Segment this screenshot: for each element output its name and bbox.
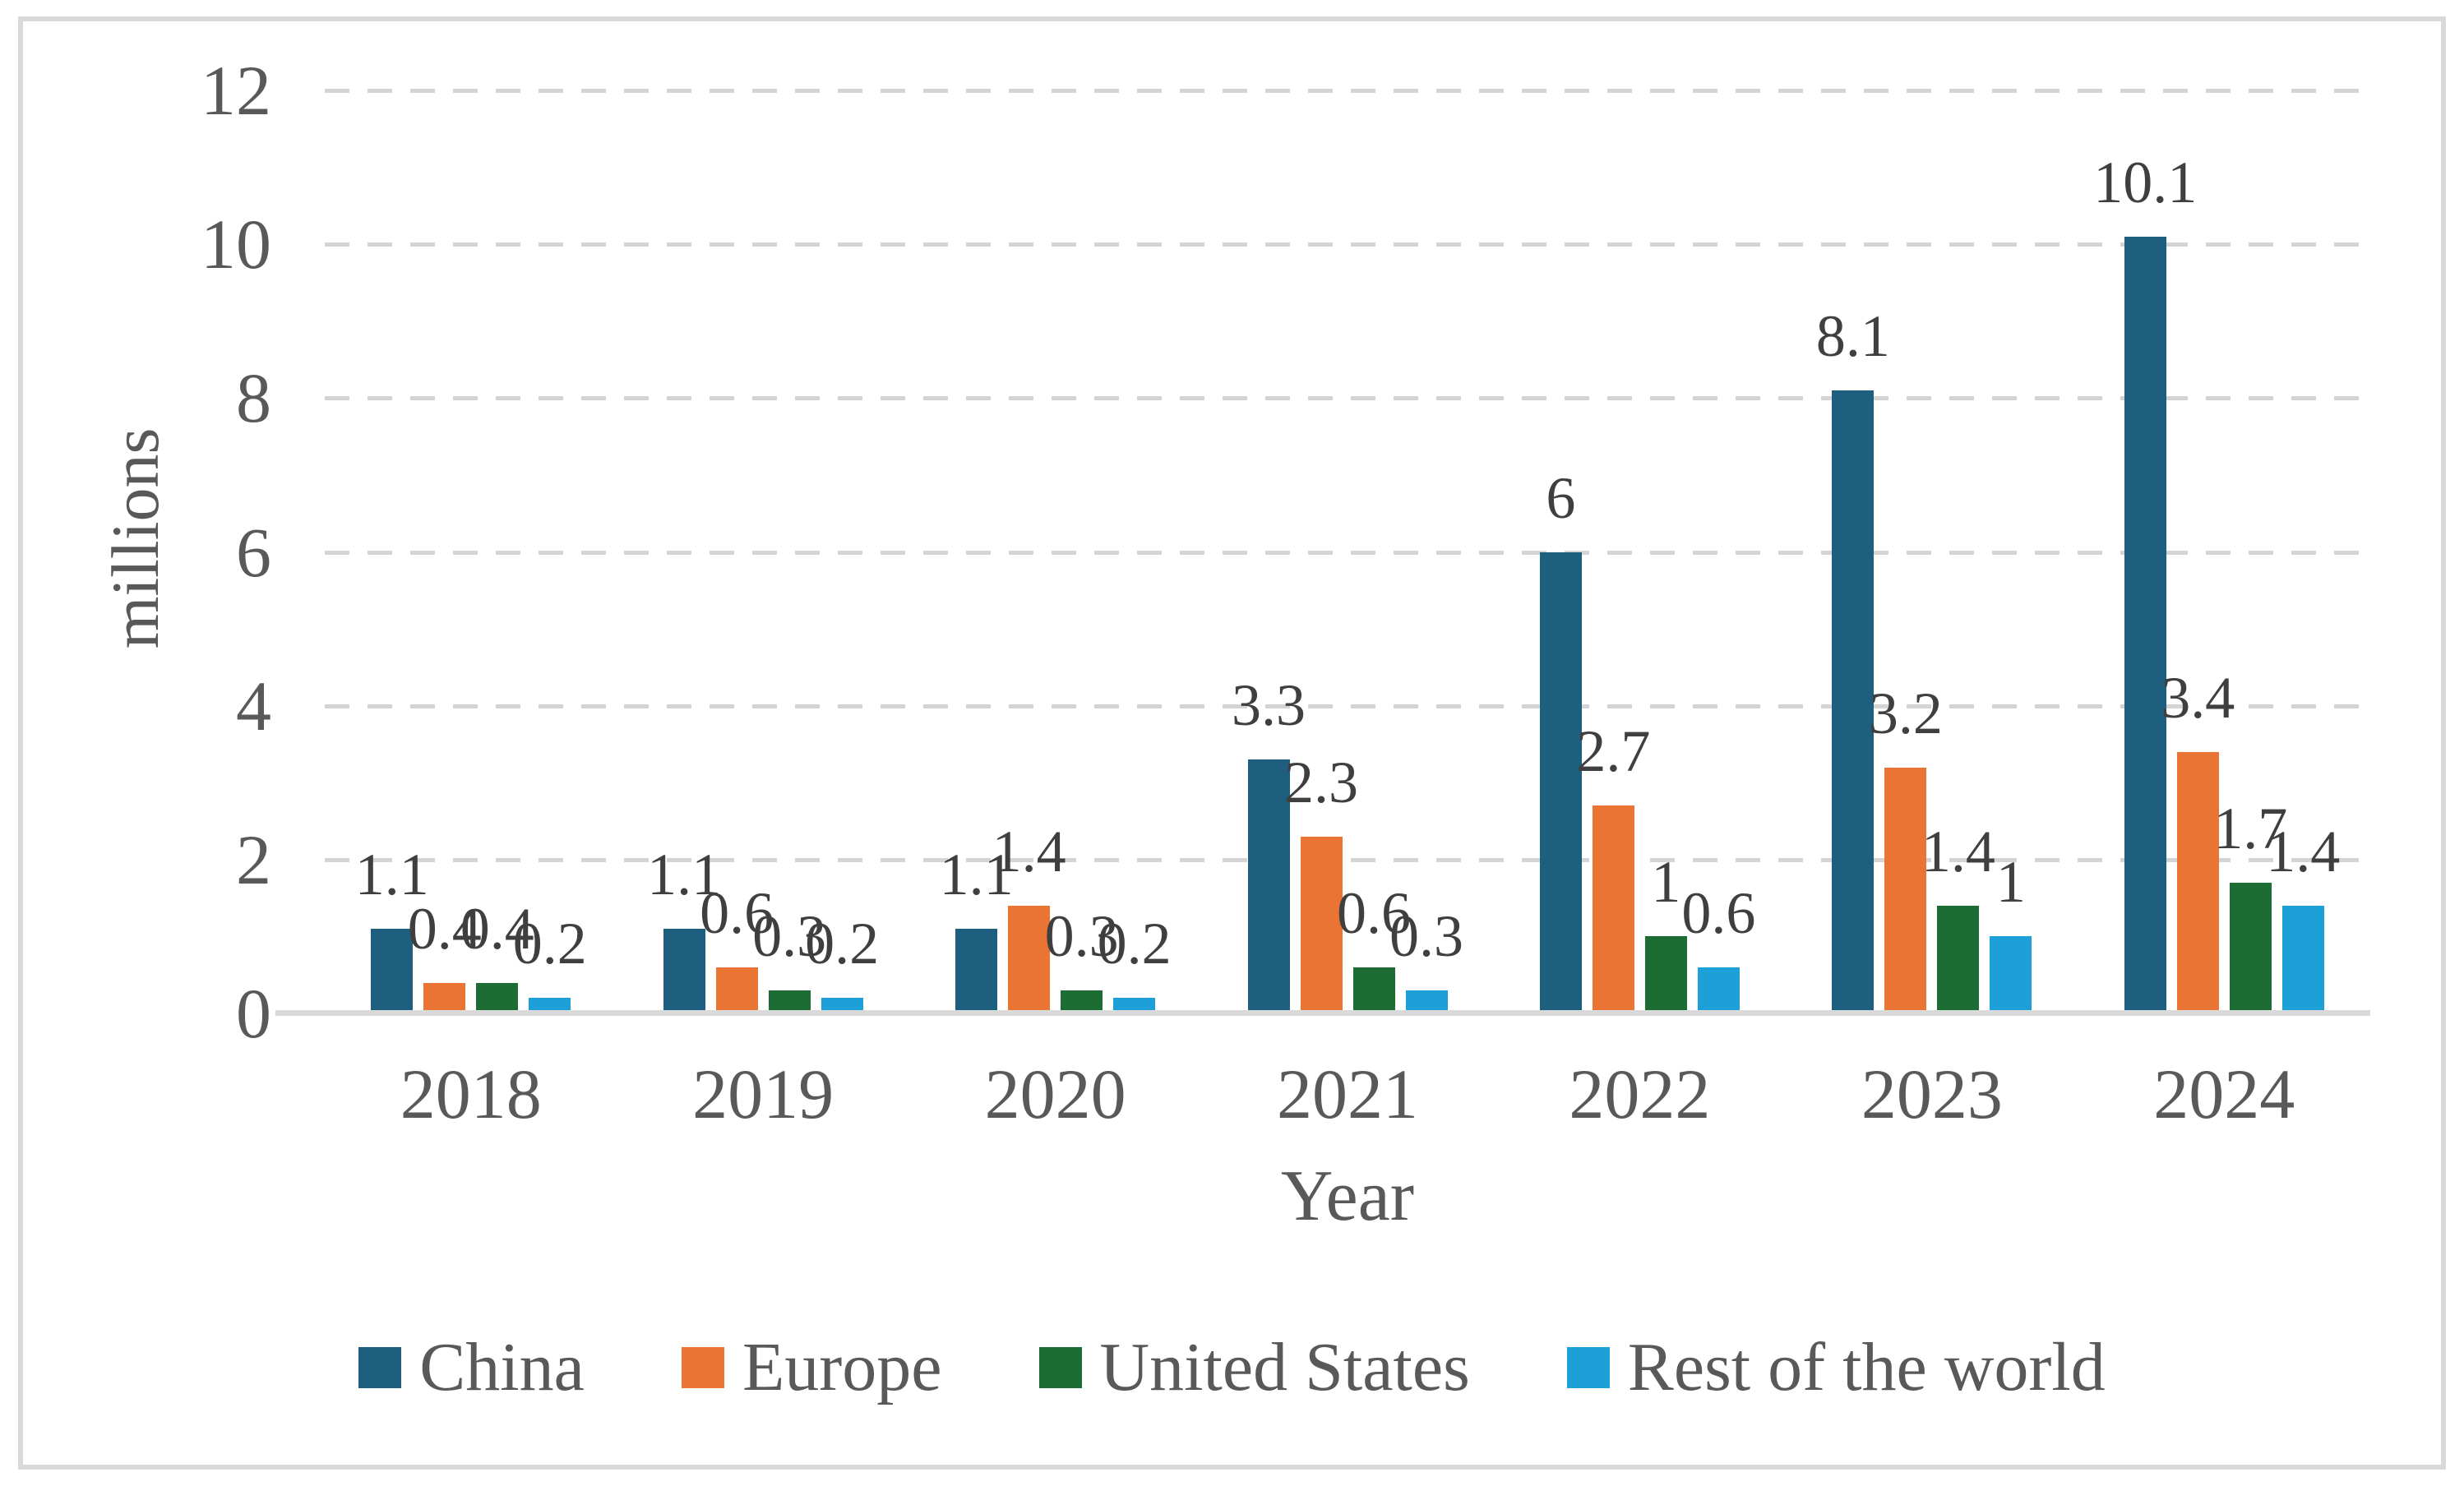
bar-united-states-2022	[1644, 936, 1687, 1013]
bar-rest-of-the-world-2018	[529, 998, 571, 1013]
plot-area: 1.1 1.1 1.1 3.3 6 8.1 10.1 0.4 0.6 1.4 2.3 2.7 3.2 3.…	[325, 89, 2370, 1013]
legend-item-europe: Europe	[681, 1329, 942, 1405]
y-tick-label-2: 2	[236, 819, 271, 899]
bar-china-2022	[1539, 551, 1582, 1013]
data-label-rest-of-the-world-2024: 1.4	[2266, 818, 2341, 884]
legend-swatch-united-states	[1038, 1347, 1082, 1388]
legend-swatch-china	[358, 1347, 402, 1388]
y-tick-label-6: 6	[236, 512, 271, 592]
data-label-rest-of-the-world-2023: 1	[1995, 849, 2026, 916]
data-label-united-states-2019: 0.3	[752, 902, 827, 969]
bar-united-states-2020	[1061, 990, 1103, 1013]
bar-united-states-2018	[476, 982, 519, 1013]
legend-swatch-europe	[681, 1347, 724, 1388]
legend-label-china: China	[419, 1329, 585, 1405]
x-axis-line	[275, 1010, 2370, 1016]
x-axis-title: Year	[1280, 1156, 1415, 1236]
data-label-united-states-2022: 1	[1651, 849, 1681, 916]
y-tick-label-8: 8	[236, 358, 271, 438]
bar-rest-of-the-world-2020	[1113, 998, 1156, 1013]
data-label-united-states-2023: 1.4	[1921, 818, 1995, 884]
data-label-china-2021: 3.3	[1232, 672, 1306, 739]
data-label-rest-of-the-world-2019: 0.2	[805, 911, 880, 977]
data-label-united-states-2021: 0.6	[1337, 879, 1411, 946]
x-tick-label-2023: 2023	[1861, 1055, 2003, 1133]
legend-swatch-rest-of-the-world	[1566, 1347, 1610, 1388]
bar-united-states-2023	[1937, 905, 1980, 1013]
x-tick-label-2020: 2020	[984, 1055, 1126, 1133]
legend-label-europe: Europe	[742, 1329, 942, 1405]
bar-rest-of-the-world-2022	[1697, 967, 1740, 1013]
gridline-y-10	[325, 242, 2370, 247]
figure-border	[18, 16, 2446, 1470]
x-tick-label-2022: 2022	[1569, 1055, 1711, 1133]
bar-europe-2023	[1884, 767, 1927, 1013]
data-label-united-states-2020: 0.3	[1044, 902, 1119, 969]
data-label-united-states-2024: 1.7	[2213, 795, 2288, 861]
y-tick-label-12: 12	[201, 51, 271, 130]
bar-china-2018	[371, 929, 414, 1013]
x-tick-label-2024: 2024	[2153, 1055, 2295, 1133]
bar-europe-2018	[423, 982, 466, 1013]
legend-label-rest-of-the-world: Rest of the world	[1627, 1329, 2106, 1405]
data-label-europe-2021: 2.3	[1284, 749, 1358, 815]
data-label-europe-2018: 0.4	[407, 895, 482, 962]
bar-europe-2019	[715, 967, 758, 1013]
data-label-europe-2020: 1.4	[992, 818, 1066, 884]
x-tick-label-2019: 2019	[692, 1055, 834, 1133]
legend-label-united-states: United States	[1099, 1329, 1470, 1405]
bar-rest-of-the-world-2024	[2281, 905, 2324, 1013]
bar-europe-2024	[2176, 751, 2219, 1013]
data-label-china-2024: 10.1	[2093, 149, 2198, 215]
data-label-china-2018: 1.1	[354, 842, 429, 908]
legend: China Europe United States Rest of the w…	[0, 1333, 2464, 1402]
y-tick-label-4: 4	[236, 666, 271, 745]
legend-item-united-states: United States	[1038, 1329, 1470, 1405]
gridline-y-8	[325, 396, 2370, 401]
bar-europe-2022	[1592, 805, 1634, 1013]
bar-china-2024	[2124, 236, 2166, 1013]
data-label-china-2020: 1.1	[939, 842, 1014, 908]
data-label-rest-of-the-world-2021: 0.3	[1389, 902, 1463, 969]
data-label-europe-2024: 3.4	[2161, 664, 2235, 731]
bar-europe-2021	[1300, 836, 1343, 1013]
bar-china-2020	[955, 929, 998, 1013]
gridline-y-2	[325, 857, 2370, 862]
data-label-china-2022: 6	[1546, 464, 1576, 531]
data-label-europe-2023: 3.2	[1868, 680, 1943, 746]
bar-china-2019	[663, 929, 705, 1013]
data-label-europe-2022: 2.7	[1576, 718, 1651, 785]
data-label-europe-2019: 0.6	[700, 879, 774, 946]
data-label-china-2019: 1.1	[647, 842, 722, 908]
bar-united-states-2021	[1352, 967, 1395, 1013]
data-label-rest-of-the-world-2020: 0.2	[1097, 911, 1172, 977]
bar-rest-of-the-world-2023	[1990, 936, 2032, 1013]
gridline-y-6	[325, 550, 2370, 555]
bar-rest-of-the-world-2021	[1405, 990, 1448, 1013]
x-tick-label-2021: 2021	[1277, 1055, 1418, 1133]
bar-china-2023	[1832, 390, 1875, 1013]
data-label-rest-of-the-world-2022: 0.6	[1681, 879, 1756, 946]
data-label-china-2023: 8.1	[1815, 302, 1890, 369]
gridline-y-12	[325, 89, 2370, 93]
bar-china-2021	[1247, 759, 1290, 1013]
bar-united-states-2019	[768, 990, 811, 1013]
legend-item-rest-of-the-world: Rest of the world	[1566, 1329, 2106, 1405]
x-tick-label-2018: 2018	[400, 1055, 542, 1133]
data-label-rest-of-the-world-2018: 0.2	[512, 911, 587, 977]
legend-item-china: China	[358, 1333, 585, 1402]
y-tick-label-10: 10	[201, 205, 271, 284]
bar-rest-of-the-world-2019	[821, 998, 863, 1013]
bar-europe-2020	[1008, 905, 1051, 1013]
bar-united-states-2024	[2229, 882, 2272, 1013]
y-tick-label-0: 0	[236, 974, 271, 1053]
gridline-y-4	[325, 704, 2370, 708]
data-label-united-states-2018: 0.4	[460, 895, 534, 962]
